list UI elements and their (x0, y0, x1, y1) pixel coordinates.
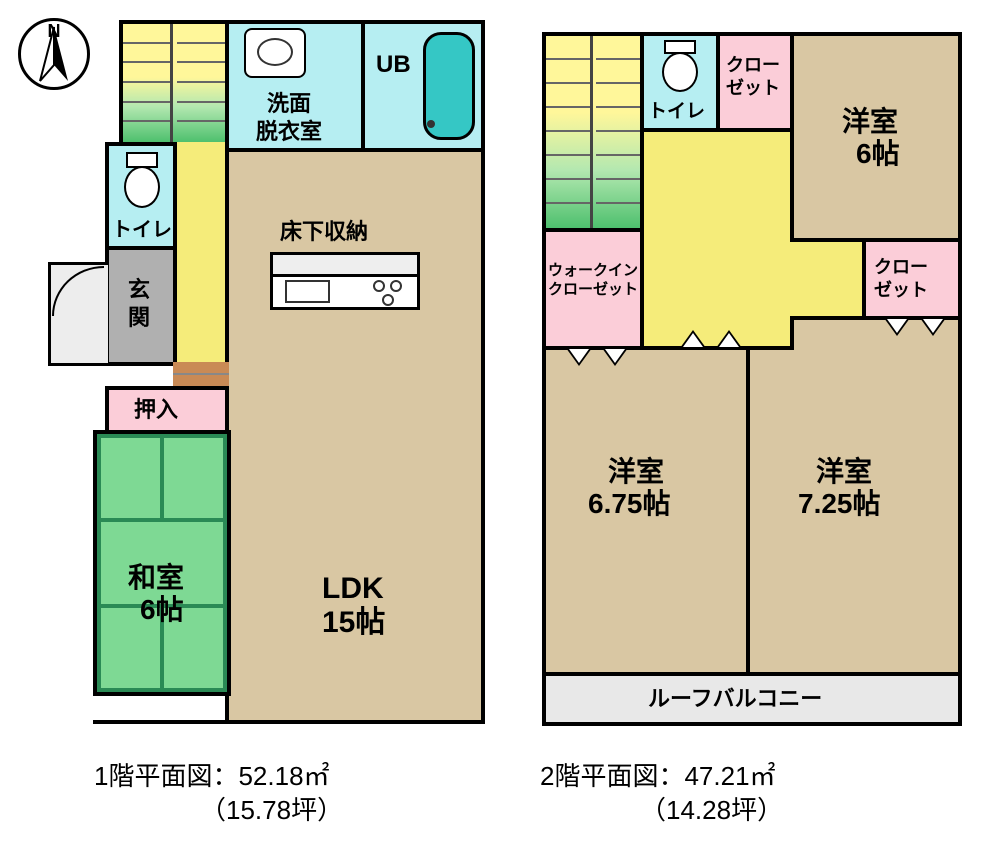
toilet-1f-label: トイレ (112, 218, 172, 243)
burner-icon (382, 294, 394, 306)
room-c-name-label: 洋室 (842, 104, 898, 139)
entry-steps (173, 362, 229, 386)
wic-label: ウォークイン クローゼット (548, 262, 638, 300)
kitchen-sink-icon (285, 280, 330, 303)
balcony-label: ルーフバルコニー (648, 685, 822, 713)
stair-divider-icon (590, 36, 593, 228)
wic-door-marker-icon (566, 348, 592, 366)
underfloor-storage-label: 床下収納 (280, 218, 368, 246)
hall-2f-ext (790, 238, 866, 320)
kitchen-back (270, 252, 420, 277)
stair-divider-icon (170, 24, 173, 142)
room-b-name-label: 洋室 (816, 454, 872, 489)
stair-steps-icon (546, 36, 590, 228)
ldk-name-label: LDK (322, 570, 384, 608)
bath-drain-icon (427, 120, 435, 128)
floor1-bottom-edge (93, 720, 485, 724)
hall-2f (640, 128, 794, 350)
oshiire-label: 押入 (134, 396, 178, 424)
room-b-size-label: 7.25帖 (798, 486, 881, 521)
toilet-bowl-icon (124, 166, 160, 208)
compass-north-label: N (48, 20, 61, 43)
toilet-2f-label: トイレ (648, 100, 705, 124)
floor1-caption-line2: （15.78坪） (200, 790, 343, 827)
closet-door-marker-icon (920, 318, 946, 336)
closet-top-label: クロー ゼット (726, 54, 780, 99)
stair-steps-icon (123, 24, 171, 142)
washitsu-size-label: 6帖 (140, 592, 184, 627)
burner-icon (373, 280, 385, 292)
floor1-caption-line1: 1階平面図：52.18㎡ (94, 756, 330, 793)
hall-1f (173, 142, 229, 366)
washitsu-name-label: 和室 (128, 560, 184, 595)
ldk-size-label: 15帖 (322, 604, 385, 642)
door-marker-icon (716, 330, 742, 348)
room-c-size-label: 6帖 (856, 136, 900, 171)
closet-right-label: クロー ゼット (874, 256, 928, 301)
closet-door-marker-icon (884, 318, 910, 336)
room-a-size-label: 6.75帖 (588, 486, 671, 521)
washbasin-bowl-icon (257, 38, 293, 66)
floor2-caption-line1: 2階平面図：47.21㎡ (540, 756, 776, 793)
room-a-name-label: 洋室 (608, 454, 664, 489)
washroom-label: 洗面 脱衣室 (256, 90, 322, 145)
burner-icon (390, 280, 402, 292)
wic-door-marker-icon (602, 348, 628, 366)
stair-steps-icon (596, 36, 640, 228)
genkan-label: 玄 関 (128, 276, 150, 331)
floor2-caption-line2: （14.28坪） (640, 790, 783, 827)
stair-steps-icon (177, 24, 225, 142)
bath-label: UB (376, 50, 411, 80)
floorplan-canvas: N 床下収納 LDK 15帖 洗面 脱衣室 UB トイレ 玄 関 (0, 0, 1000, 857)
toilet-bowl-icon (662, 52, 698, 92)
door-marker-icon (680, 330, 706, 348)
compass-icon: N (18, 18, 90, 90)
